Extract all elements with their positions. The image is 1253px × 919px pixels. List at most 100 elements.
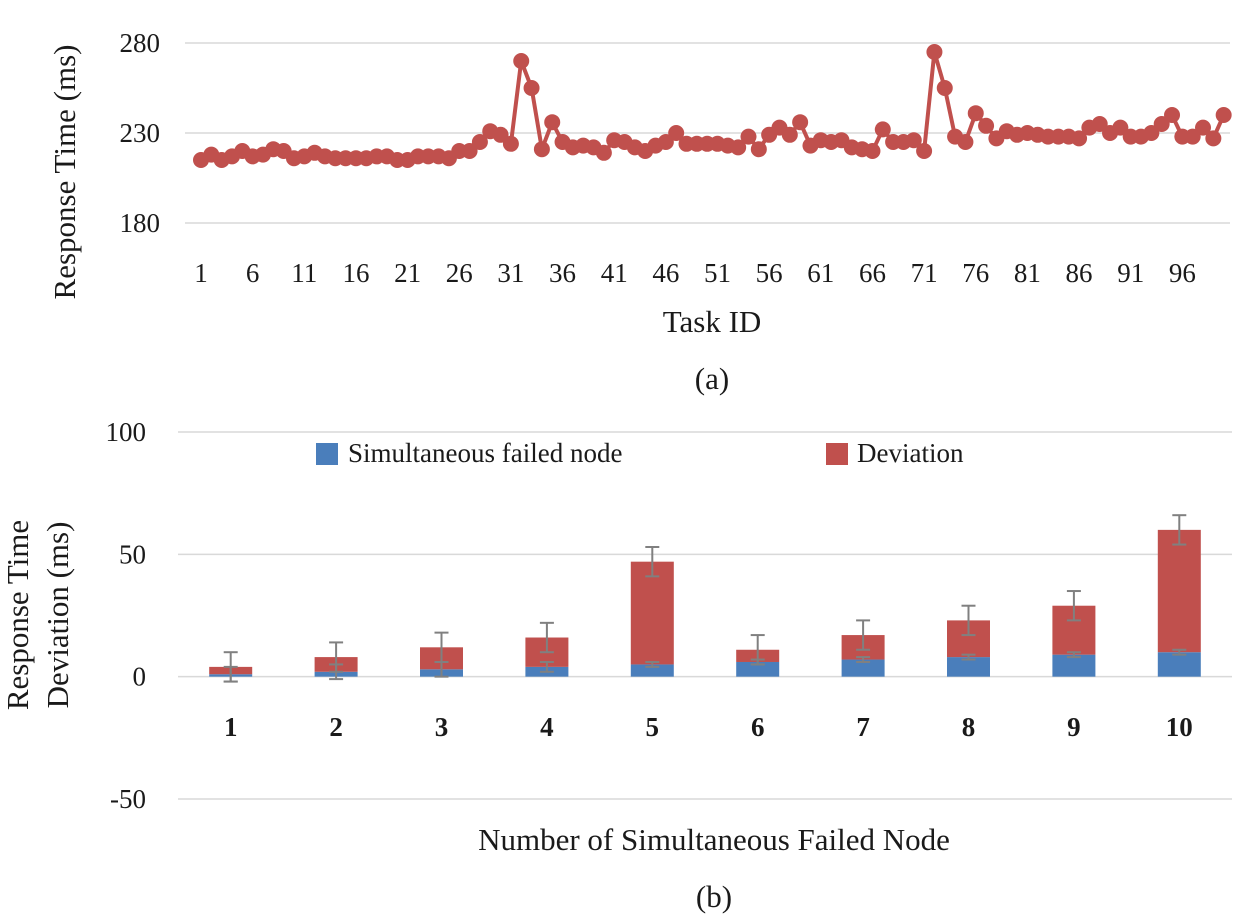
panel-b-x-tick-label: 10 <box>1166 712 1193 742</box>
panel-a-data-point <box>740 128 757 145</box>
panel-b-error-bars <box>223 514 1187 683</box>
panel-b-bar-deviation <box>630 561 674 665</box>
panel-a-data-point <box>1071 130 1088 147</box>
panel-a-x-axis-title: Task ID <box>663 304 762 339</box>
panel-a-y-axis-title: Response Time (ms) <box>47 45 82 300</box>
panel-a-data-point <box>792 114 809 131</box>
panel-b-x-tick-label: 3 <box>435 712 449 742</box>
panel-a-x-tick-label: 6 <box>246 258 260 288</box>
panel-a-data-point <box>1091 116 1108 132</box>
panel-a-data-point <box>668 125 685 141</box>
panel-a-data-point <box>513 53 530 69</box>
panel-a-data-point <box>533 141 550 158</box>
panel-a-x-tick-label: 11 <box>291 258 317 288</box>
panel-b-y-tick-label: 50 <box>119 539 146 569</box>
panel-a-data-point <box>905 132 922 149</box>
panel-a-data-point <box>864 143 881 159</box>
panel-b-bars <box>209 529 1201 677</box>
panel-a-data-point <box>874 121 891 138</box>
panel-b-y-axis-title-line-2: Deviation (ms) <box>40 522 75 709</box>
panel-a-x-tick-label: 46 <box>652 258 679 288</box>
panel-b-x-ticks: 1 2 3 4 5 6 7 8 9 10 <box>224 712 1193 742</box>
panel-a-data-point <box>595 144 612 161</box>
panel-b-x-tick-label: 4 <box>540 712 554 742</box>
panel-a-data-point <box>502 135 519 152</box>
panel-b-bar-deviation <box>1157 529 1201 653</box>
panel-b-x-axis-title: Number of Simultaneous Failed Node <box>478 822 950 857</box>
panel-a-x-tick-label: 96 <box>1169 258 1196 288</box>
panel-b-legend: Simultaneous failed node Deviation <box>316 438 964 468</box>
panel-a-data-point <box>657 134 674 150</box>
panel-b-x-tick-label: 6 <box>751 712 765 742</box>
panel-a-data-point <box>1112 119 1129 136</box>
legend-swatch-deviation <box>826 443 848 465</box>
panel-a-data-point <box>544 114 561 131</box>
panel-b-x-tick-label: 1 <box>224 712 238 742</box>
panel-a-caption: (a) <box>695 361 729 396</box>
panel-a-data-point <box>978 117 995 134</box>
panel-b-bar-simultaneous-failed-node <box>947 657 990 677</box>
panel-b-x-tick-label: 5 <box>646 712 660 742</box>
panel-a-data-point <box>926 44 943 60</box>
panel-b-bar-simultaneous-failed-node <box>1157 652 1201 677</box>
panel-a-data-point <box>936 80 953 96</box>
panel-a-data-point <box>781 126 798 143</box>
panel-a-x-tick-label: 56 <box>756 258 783 288</box>
panel-a-data-point <box>957 134 974 150</box>
panel-a-x-tick-label: 36 <box>549 258 576 288</box>
panel-a-x-tick-label: 76 <box>962 258 989 288</box>
panel-b-bar-simultaneous-failed-node <box>841 659 885 677</box>
panel-a-x-tick-label: 81 <box>1014 258 1041 288</box>
panel-a-data-point <box>916 143 933 159</box>
panel-a-data-point <box>461 143 478 159</box>
panel-a-data-point <box>1184 128 1201 145</box>
legend-label-simultaneous-failed-node: Simultaneous failed node <box>348 438 622 468</box>
panel-b-bar-simultaneous-failed-node <box>736 661 780 677</box>
panel-a-x-tick-label: 66 <box>859 258 886 288</box>
panel-b-y-ticks: -50 0 50 100 <box>106 417 147 814</box>
panel-a-data-point <box>1164 107 1181 123</box>
panel-b-bar-simultaneous-failed-node <box>630 664 674 677</box>
panel-b-x-tick-label: 7 <box>856 712 870 742</box>
panel-a-x-tick-label: 31 <box>497 258 524 288</box>
panel-b-y-tick-label: 0 <box>133 662 147 692</box>
panel-a-data-point <box>492 126 509 143</box>
panel-a-data-point <box>1215 107 1232 123</box>
panel-a-x-tick-label: 41 <box>601 258 628 288</box>
panel-b-x-tick-label: 9 <box>1067 712 1081 742</box>
panel-a-data-point <box>1153 116 1170 132</box>
panel-a-data-point <box>750 141 767 158</box>
panel-a-x-tick-label: 61 <box>807 258 834 288</box>
legend-swatch-simultaneous-failed-node <box>316 443 338 465</box>
panel-a-x-ticks: 1 6 11 16 21 26 31 36 41 46 51 56 61 66 71 76 81 86 91 96 <box>194 258 1196 288</box>
panel-b-y-tick-label: -50 <box>110 784 146 814</box>
panel-a-y-ticks: 180 230 280 <box>120 28 161 238</box>
panel-a-x-tick-label: 71 <box>911 258 938 288</box>
panel-b-x-tick-label: 8 <box>962 712 976 742</box>
panel-a-x-tick-label: 21 <box>394 258 421 288</box>
panel-b-stacked-bar-chart: -50 0 50 100 1 2 3 4 5 6 7 8 9 10 Simultaneous faile… <box>0 417 1232 914</box>
panel-a-y-tick-label: 230 <box>120 118 161 148</box>
panel-a-x-tick-label: 16 <box>342 258 369 288</box>
panel-a-data-point <box>1143 125 1160 141</box>
panel-a-data-point <box>730 139 747 156</box>
panel-a-x-tick-label: 51 <box>704 258 731 288</box>
panel-a-series <box>193 44 1232 168</box>
panel-a-x-tick-label: 91 <box>1117 258 1144 288</box>
panel-a-data-point <box>523 80 540 96</box>
panel-b-caption: (b) <box>696 879 732 914</box>
panel-b-bar-simultaneous-failed-node <box>1052 654 1096 677</box>
legend-label-deviation: Deviation <box>857 438 964 468</box>
panel-a-y-tick-label: 280 <box>120 28 161 58</box>
panel-a-x-tick-label: 86 <box>1066 258 1093 288</box>
panel-a-x-tick-label: 26 <box>446 258 473 288</box>
panel-b-y-axis-title-line-1: Response Time <box>0 520 35 710</box>
panel-a-data-point <box>967 105 984 122</box>
panel-b-y-tick-label: 100 <box>106 417 147 447</box>
panel-a-data-point <box>471 134 488 150</box>
panel-a-data-point <box>1195 119 1212 136</box>
panel-a-y-tick-label: 180 <box>120 208 161 238</box>
